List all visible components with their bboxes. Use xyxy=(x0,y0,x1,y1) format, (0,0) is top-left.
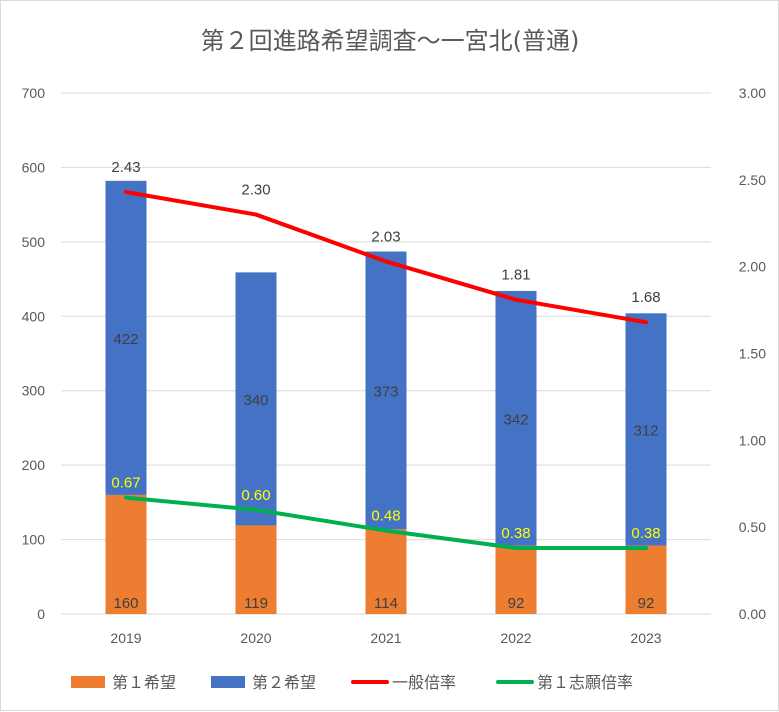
y-left-tick-label: 600 xyxy=(22,159,46,175)
bar-first-choice xyxy=(235,525,277,614)
legend: 第１希望 第２希望 一般倍率 第１志願倍率 xyxy=(71,673,633,692)
x-tick-label: 2020 xyxy=(240,630,271,646)
legend-label: 第２希望 xyxy=(252,673,316,692)
y-left-tick-label: 100 xyxy=(22,532,46,548)
line-value-label: 2.43 xyxy=(111,159,140,176)
line-value-label: 2.30 xyxy=(241,182,270,199)
y-right-tick-label: 2.50 xyxy=(739,172,766,188)
bar-value-label: 422 xyxy=(113,331,138,348)
bars xyxy=(105,180,667,614)
y-left-tick-label: 0 xyxy=(37,606,45,622)
bar-value-label: 312 xyxy=(633,422,658,439)
bar-second-choice xyxy=(105,180,147,495)
bar-first-choice xyxy=(105,494,147,614)
bar-second-choice xyxy=(235,272,277,526)
bar-value-label: 92 xyxy=(638,595,655,612)
line-value-label: 2.03 xyxy=(371,228,400,245)
line-value-label: 1.81 xyxy=(501,267,530,284)
axes: 0 100 200 300 400 500 600 700 0.00 0.50 1.00 1.50 2.… xyxy=(22,85,767,646)
bar-first-choice xyxy=(495,545,537,614)
legend-swatch xyxy=(71,676,105,688)
y-left-tick-label: 200 xyxy=(22,457,46,473)
bar-first-choice xyxy=(625,545,667,614)
data-labels: 160 119 114 92 92 422 340 373 342 312 2.43 2.30 2.03… xyxy=(111,159,660,612)
bar-value-label: 340 xyxy=(243,392,268,409)
legend-label: 一般倍率 xyxy=(392,673,456,692)
y-left-tick-label: 500 xyxy=(22,234,46,250)
x-tick-label: 2023 xyxy=(630,630,661,646)
general-ratio-line xyxy=(124,189,648,325)
bar-value-label: 160 xyxy=(113,595,138,612)
bar-value-label: 342 xyxy=(503,411,528,428)
y-right-tick-label: 1.00 xyxy=(739,432,766,448)
y-left-tick-label: 700 xyxy=(22,85,46,101)
y-right-tick-label: 2.00 xyxy=(739,259,766,275)
y-right-tick-label: 1.50 xyxy=(739,346,766,362)
x-tick-label: 2019 xyxy=(110,630,141,646)
chart-title: 第２回進路希望調査～一宮北(普通) xyxy=(201,27,580,55)
line-value-label: 0.38 xyxy=(631,525,660,542)
bar-value-label: 92 xyxy=(508,595,525,612)
line-value-label: 1.68 xyxy=(631,289,660,306)
line-value-label: 0.38 xyxy=(501,525,530,542)
legend-label: 第１希望 xyxy=(112,673,176,692)
y-right-tick-label: 3.00 xyxy=(739,85,766,101)
bar-value-label: 114 xyxy=(374,595,398,612)
y-left-tick-label: 300 xyxy=(22,383,46,399)
x-tick-label: 2021 xyxy=(370,630,401,646)
x-tick-label: 2022 xyxy=(500,630,531,646)
y-right-tick-label: 0.50 xyxy=(739,519,766,535)
line-value-label: 0.67 xyxy=(111,475,140,492)
bar-second-choice xyxy=(625,313,667,546)
y-left-tick-label: 400 xyxy=(22,308,46,324)
first-choice-ratio-line xyxy=(124,495,648,551)
legend-swatch xyxy=(211,676,245,688)
bar-second-choice xyxy=(365,251,407,530)
lines xyxy=(124,189,648,551)
bar-second-choice xyxy=(495,290,537,546)
line-value-label: 0.48 xyxy=(371,508,400,525)
legend-label: 第１志願倍率 xyxy=(537,673,633,692)
bar-value-label: 373 xyxy=(373,383,398,400)
bar-value-label: 119 xyxy=(244,595,268,612)
bar-first-choice xyxy=(365,529,407,614)
line-value-label: 0.60 xyxy=(241,487,270,504)
y-right-tick-label: 0.00 xyxy=(739,606,766,622)
